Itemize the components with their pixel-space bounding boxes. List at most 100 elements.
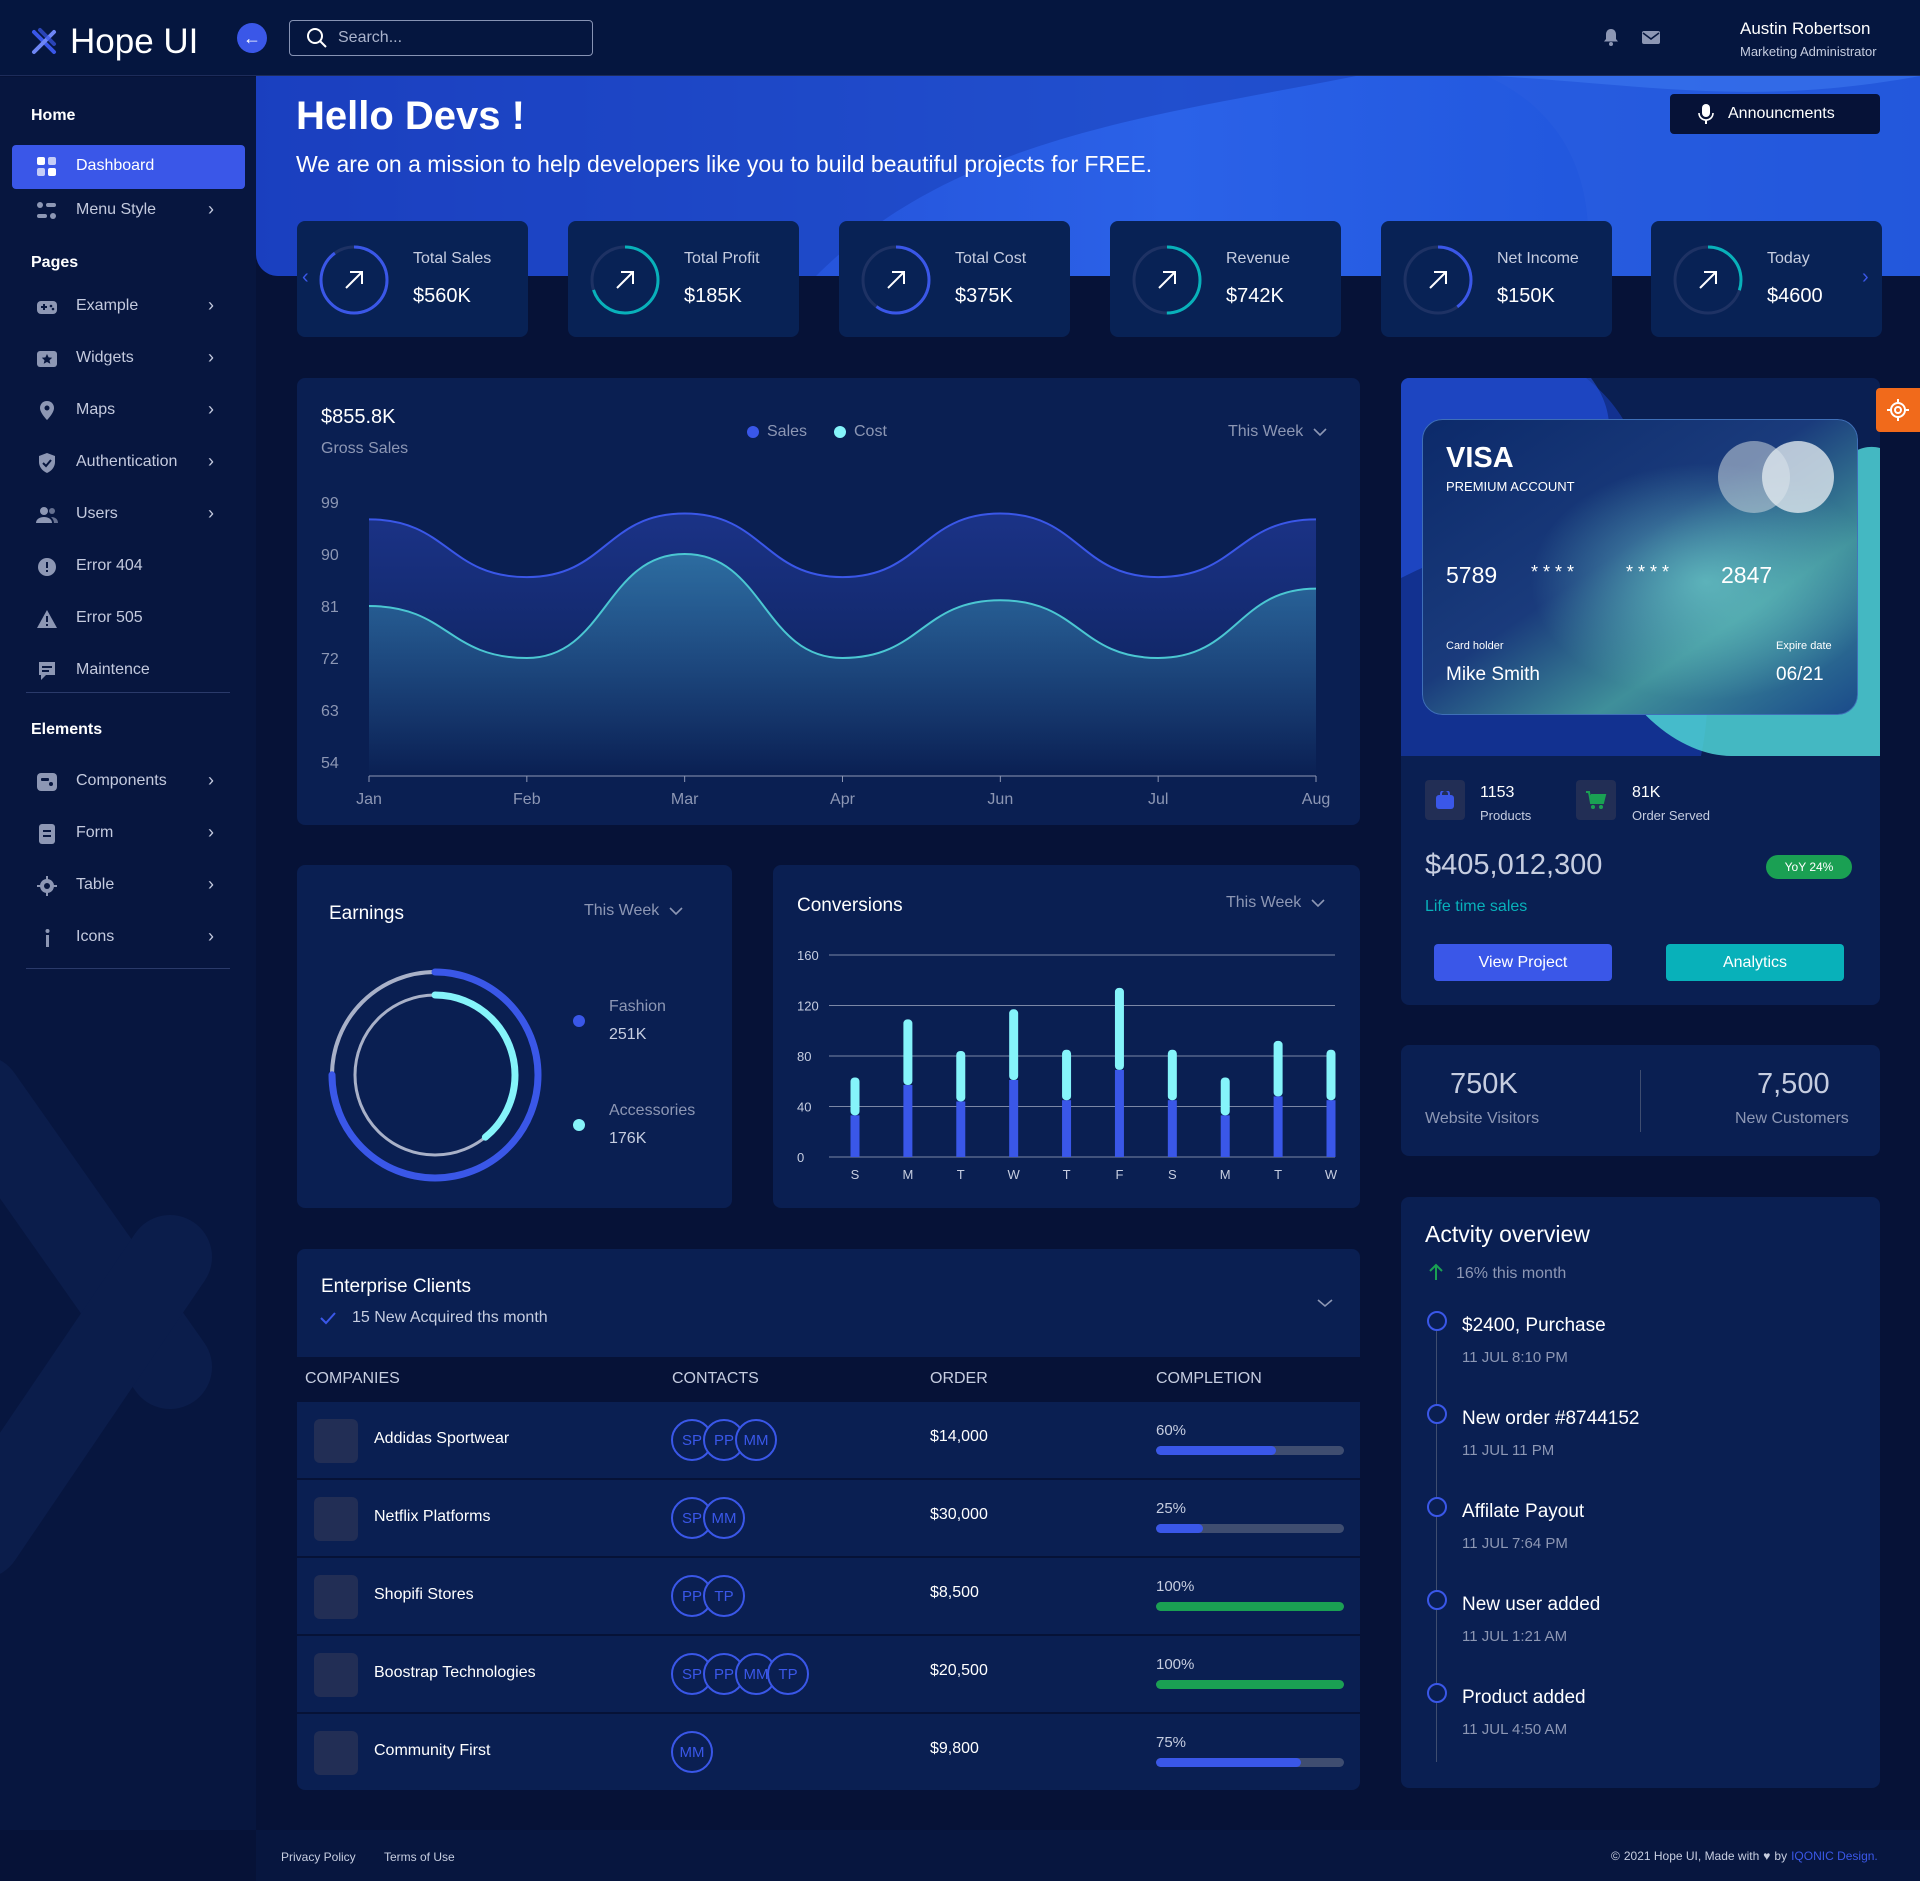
contact-avatar[interactable]: TP	[767, 1653, 809, 1695]
completion-progress-bar	[1156, 1680, 1344, 1689]
settings-button[interactable]	[1876, 388, 1920, 432]
gear-icon	[1887, 399, 1909, 421]
y-tick-label: 120	[797, 999, 819, 1014]
bar-lower	[903, 1085, 913, 1157]
stat-progress-arc	[319, 245, 389, 315]
mail-icon[interactable]	[1641, 27, 1661, 47]
sidebar-item-widgets[interactable]: Widgets ›	[12, 337, 245, 381]
expire-date-label: Expire date	[1776, 640, 1832, 652]
company-name: Community First	[374, 1742, 491, 1759]
conversions-range-dropdown[interactable]: This Week	[1226, 894, 1325, 912]
app-logo[interactable]: Hope UI	[28, 22, 198, 62]
sidebar-item-icons[interactable]: Icons ›	[12, 916, 245, 960]
gross-sales-value: $855.8K	[321, 406, 396, 428]
table-row[interactable]: Community First MM $9,800 75%	[297, 1714, 1360, 1790]
yoy-badge: YoY 24%	[1766, 855, 1852, 879]
activity-item-title[interactable]: Affilate Payout	[1462, 1501, 1585, 1522]
privacy-policy-link[interactable]: Privacy Policy	[281, 1850, 356, 1864]
sidebar-item-error-404[interactable]: Error 404	[12, 545, 245, 589]
sidebar-item-authentication[interactable]: Authentication ›	[12, 441, 245, 485]
sidebar-item-table[interactable]: Table ›	[12, 864, 245, 908]
chevron-down-icon[interactable]	[1317, 1298, 1333, 1308]
enterprise-clients-subtitle: 15 New Acquired ths month	[352, 1309, 548, 1326]
activity-item-title[interactable]: New user added	[1462, 1594, 1601, 1615]
card-holder-label: Card holder	[1446, 640, 1504, 652]
warning-triangle-icon	[37, 610, 57, 628]
stat-progress-ring	[1673, 245, 1743, 315]
series-line-sales	[368, 512, 1317, 579]
earnings-range-dropdown[interactable]: This Week	[584, 902, 683, 920]
map-pin-icon	[40, 401, 54, 420]
contact-avatar[interactable]: MM	[735, 1419, 777, 1461]
sidebar-item-menu-style[interactable]: Menu Style ›	[12, 189, 245, 233]
bar-lower	[1062, 1100, 1072, 1157]
bar-lower	[1326, 1100, 1336, 1157]
timeline-dot	[1427, 1404, 1447, 1424]
legend-dot	[573, 1015, 585, 1027]
sidebar-item-form[interactable]: Form ›	[12, 812, 245, 856]
gross-sales-range-dropdown[interactable]: This Week	[1228, 423, 1327, 441]
sidebar-item-dashboard[interactable]: Dashboard	[12, 145, 245, 189]
accessories-label: Accessories	[609, 1102, 696, 1119]
user-name[interactable]: Austin Robertson	[1740, 19, 1871, 38]
chevron-right-icon[interactable]: ›	[1862, 266, 1869, 288]
completion-percent: 100%	[1156, 1656, 1195, 1673]
contact-avatar[interactable]: TP	[703, 1575, 745, 1617]
stat-progress-arc	[1132, 245, 1202, 315]
y-tick-label: 81	[321, 599, 339, 616]
sidebar-item-maintenance[interactable]: Maintence	[12, 649, 245, 693]
iqonic-link[interactable]: IQONIC Design.	[1791, 1849, 1878, 1863]
row-separator	[297, 1556, 1360, 1558]
view-project-button[interactable]: View Project	[1434, 944, 1612, 981]
activity-item-title[interactable]: New order #8744152	[1462, 1408, 1640, 1429]
stat-card: Revenue $742K	[1110, 221, 1341, 337]
contact-avatar[interactable]: MM	[671, 1731, 713, 1773]
activity-item-time: 11 JUL 8:10 PM	[1462, 1349, 1568, 1366]
table-row[interactable]: Addidas Sportwear SP PP MM $14,000 60%	[297, 1402, 1360, 1478]
terms-of-use-link[interactable]: Terms of Use	[384, 1850, 455, 1864]
contact-avatars: SP MM	[671, 1497, 745, 1539]
y-tick-label: 90	[321, 547, 339, 564]
table-row[interactable]: Shopifi Stores PP TP $8,500 100%	[297, 1558, 1360, 1634]
contact-avatar[interactable]: PP	[703, 1653, 745, 1695]
company-name: Netflix Platforms	[374, 1508, 491, 1525]
announcements-button[interactable]: Announcments	[1670, 94, 1880, 134]
sidebar-item-label: Maps	[76, 401, 116, 418]
contact-avatar[interactable]: MM	[703, 1497, 745, 1539]
users-icon	[36, 507, 58, 523]
analytics-button[interactable]: Analytics	[1666, 944, 1844, 981]
chevron-down-icon	[1313, 428, 1327, 437]
activity-item-title[interactable]: Product added	[1462, 1687, 1586, 1708]
legend-label: Cost	[854, 423, 887, 440]
stat-progress-ring	[1403, 245, 1473, 315]
activity-item-title[interactable]: $2400, Purchase	[1462, 1315, 1606, 1336]
timeline-dot	[1427, 1590, 1447, 1610]
legend-dot	[747, 426, 759, 438]
search-input[interactable]: Search...	[338, 29, 403, 46]
check-icon	[320, 1312, 336, 1325]
sidebar-item-components[interactable]: Components ›	[12, 760, 245, 804]
table-row[interactable]: Netflix Platforms SP MM $30,000 25%	[297, 1480, 1360, 1556]
microphone-icon	[1698, 104, 1714, 124]
search-box[interactable]: Search...	[289, 20, 593, 56]
sidebar-item-example[interactable]: Example ›	[12, 285, 245, 329]
sidebar-item-maps[interactable]: Maps ›	[12, 389, 245, 433]
chevron-right-icon: ›	[208, 451, 214, 471]
sidebar-item-error-505[interactable]: Error 505	[12, 597, 245, 641]
arrow-left-icon: ←	[243, 27, 261, 48]
stat-progress-ring	[590, 245, 660, 315]
table-row[interactable]: Boostrap Technologies SP PP MM TP $20,500 100%	[297, 1636, 1360, 1712]
chevron-left-icon[interactable]: ‹	[302, 266, 309, 288]
card-number-part-4: 2847	[1721, 562, 1773, 588]
website-visitors-label: Website Visitors	[1425, 1110, 1540, 1127]
company-name: Addidas Sportwear	[374, 1430, 510, 1447]
conversions-title: Conversions	[797, 895, 903, 916]
bell-icon[interactable]	[1601, 27, 1621, 47]
company-logo	[314, 1653, 358, 1697]
sidebar-item-users[interactable]: Users ›	[12, 493, 245, 537]
stat-progress-ring	[319, 245, 389, 315]
sidebar-toggle-button[interactable]: ←	[237, 23, 267, 53]
bar-upper	[850, 1077, 860, 1116]
new-customers-label: New Customers	[1735, 1110, 1849, 1127]
visa-card[interactable]	[1422, 419, 1858, 715]
